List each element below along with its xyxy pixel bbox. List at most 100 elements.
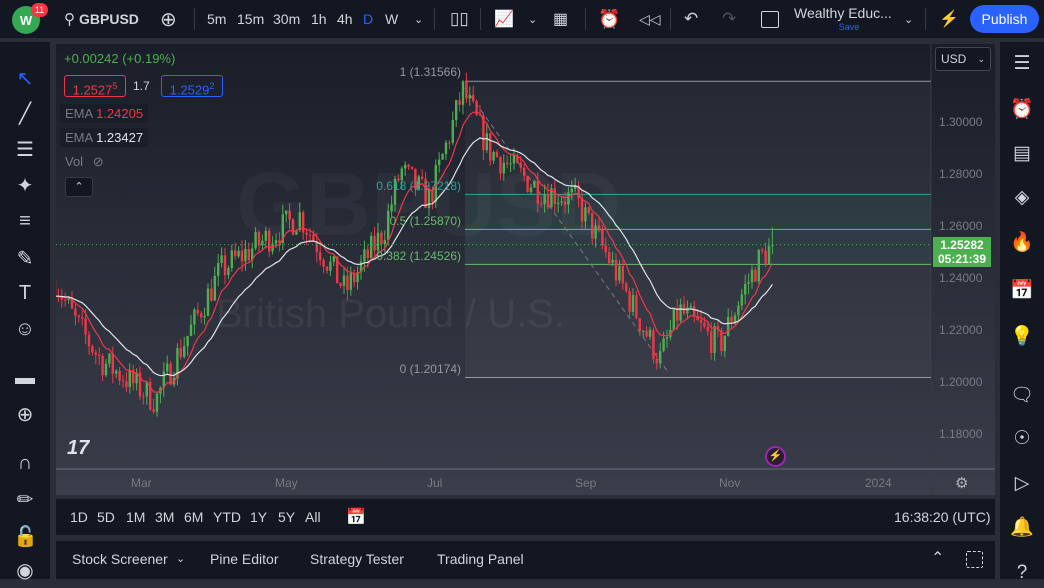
range-3M[interactable]: 3M — [155, 509, 174, 525]
candle-body — [465, 81, 467, 98]
pattern-icon[interactable]: ✦ — [13, 173, 37, 197]
timeframe-30m[interactable]: 30m — [273, 0, 300, 38]
maximize-panel-icon[interactable] — [966, 551, 983, 568]
timeframe-4h[interactable]: 4h — [337, 0, 353, 38]
range-All[interactable]: All — [305, 509, 321, 525]
chart-canvas[interactable] — [56, 44, 995, 495]
candle-body — [210, 288, 212, 300]
redo-icon: ↷ — [722, 0, 736, 38]
range-1Y[interactable]: 1Y — [250, 509, 267, 525]
compare-symbol-button[interactable]: ⊕ — [160, 0, 177, 38]
trend-line-icon[interactable]: ╱ — [13, 101, 37, 125]
ruler-icon[interactable]: ▬ — [13, 367, 37, 391]
save-label[interactable]: Save — [794, 20, 904, 34]
lightning-event-icon[interactable]: ⚡ — [765, 446, 786, 467]
collapse-legend-button[interactable]: ⌃ — [65, 177, 93, 197]
layout-grid-icon[interactable]: ▦ — [553, 0, 568, 38]
candle-body — [710, 331, 712, 353]
fib-retracement-icon[interactable]: ☰ — [13, 137, 37, 161]
range-1M[interactable]: 1M — [126, 509, 145, 525]
chart-pane[interactable]: GBPUSD British Pound / U.S. +0.00242 (+0… — [56, 44, 995, 495]
timeframe-D[interactable]: D — [363, 0, 373, 38]
candle-body — [64, 300, 66, 301]
candle-body — [91, 346, 93, 352]
chat-icon[interactable]: 🗨 — [1009, 383, 1035, 409]
quick-search-icon[interactable]: ⚡ — [939, 0, 959, 38]
currency-select[interactable]: USD⌄ — [935, 47, 991, 71]
symbol-search[interactable]: ⚲GBPUSD — [64, 0, 139, 38]
brush-icon[interactable]: ✎ — [13, 246, 37, 270]
screener-chevron-down-icon[interactable]: ⌄ — [176, 552, 185, 565]
expand-panel-chevron-up-icon[interactable]: ⌃ — [931, 548, 944, 568]
layout-menu-chevron-icon[interactable]: ⌄ — [904, 0, 913, 38]
interval-dropdown-chevron-icon[interactable]: ⌄ — [414, 0, 423, 38]
help-icon[interactable]: ? — [1009, 562, 1035, 588]
notifications-bell-icon[interactable]: 🔔 — [1009, 515, 1035, 541]
drawing-toolbar: ↖ ╱ ☰ ✦ ≡ ✎ T ☺ ▬ ⊕ ∩ ✏ 🔓 ◉ — [0, 42, 50, 579]
chart-settings-icon[interactable]: ⚙ — [955, 474, 968, 492]
volume-legend[interactable]: Vol ⊘ — [60, 152, 109, 172]
bottom-panel-bar: Stock Screener Pine Editor Strategy Tester… — [56, 541, 995, 579]
candle-body — [203, 316, 205, 317]
candle-body — [220, 255, 222, 263]
replay-icon[interactable]: ◁◁ — [639, 0, 661, 38]
candle-body — [343, 275, 345, 285]
watchlist-icon[interactable]: ☰ — [1009, 52, 1035, 78]
range-5D[interactable]: 5D — [97, 509, 115, 525]
panel-tab-trading-panel[interactable]: Trading Panel — [437, 551, 524, 567]
candle-body — [166, 364, 168, 372]
timeframe-15m[interactable]: 15m — [237, 0, 264, 38]
timeframe-1h[interactable]: 1h — [311, 0, 327, 38]
range-6M[interactable]: 6M — [184, 509, 203, 525]
unlock-icon[interactable]: 🔓 — [13, 524, 37, 548]
candle-body — [679, 304, 681, 320]
cursor-arrow-icon[interactable]: ↖ — [13, 66, 37, 90]
magnet-icon[interactable]: ∩ — [13, 452, 37, 476]
publish-button[interactable]: Publish — [970, 5, 1039, 33]
undo-icon[interactable]: ↶ — [684, 0, 698, 38]
indicators-dropdown-icon[interactable]: ⌄ — [528, 0, 537, 38]
candles-chart-type-icon[interactable]: ▯▯ — [450, 0, 469, 38]
time-tick: Jul — [427, 476, 442, 490]
streams-bulb-icon[interactable]: ☉ — [1009, 427, 1035, 453]
eye-visibility-icon[interactable]: ◉ — [13, 558, 37, 582]
candle-body — [452, 120, 454, 143]
eye-hidden-icon[interactable]: ⊘ — [93, 154, 104, 169]
date-range-calendar-icon[interactable]: 📅 — [346, 507, 366, 527]
layers-icon[interactable]: ◈ — [1009, 186, 1035, 212]
candle-body — [156, 394, 158, 412]
alarm-add-icon[interactable]: ⏰ — [598, 0, 620, 38]
range-5Y[interactable]: 5Y — [278, 509, 295, 525]
timeframe-W[interactable]: W — [385, 0, 398, 38]
zoom-in-icon[interactable]: ⊕ — [13, 402, 37, 426]
candle-body — [152, 409, 154, 411]
add-list-icon[interactable]: ▤ — [1009, 142, 1035, 168]
alerts-clock-icon[interactable]: ⏰ — [1009, 97, 1035, 123]
prediction-icon[interactable]: ≡ — [13, 210, 37, 234]
ema-fast-legend[interactable]: EMA 1.24205 — [60, 104, 148, 123]
indicators-icon[interactable]: 📈 — [494, 0, 514, 38]
candle-body — [768, 246, 770, 264]
ema-slow-legend[interactable]: EMA 1.23427 — [60, 128, 148, 147]
candle-body — [105, 364, 107, 376]
clock-readout[interactable]: 16:38:20 (UTC) — [894, 509, 990, 525]
layout-name-button[interactable]: Wealthy Educ... Save — [794, 6, 904, 34]
fullscreen-square-icon[interactable] — [761, 11, 779, 28]
hotlist-fire-icon[interactable]: 🔥 — [1009, 230, 1035, 256]
range-YTD[interactable]: YTD — [213, 509, 241, 525]
timeframe-5m[interactable]: 5m — [207, 0, 226, 38]
emoji-icon[interactable]: ☺ — [13, 318, 37, 342]
candle-body — [632, 295, 634, 312]
buy-price-button[interactable]: 1.25292 — [161, 75, 223, 97]
broadcast-play-icon[interactable]: ▷ — [1009, 472, 1035, 498]
price-tick: 1.24000 — [939, 271, 982, 285]
range-1D[interactable]: 1D — [70, 509, 88, 525]
lock-drawings-pencil-icon[interactable]: ✏ — [13, 487, 37, 511]
sell-price-button[interactable]: 1.25275 — [64, 75, 126, 97]
calendar-icon[interactable]: 📅 — [1009, 278, 1035, 304]
text-icon[interactable]: T — [13, 282, 37, 306]
panel-tab-strategy-tester[interactable]: Strategy Tester — [310, 551, 404, 567]
panel-tab-stock-screener[interactable]: Stock Screener — [72, 551, 168, 567]
ideas-lightbulb-icon[interactable]: 💡 — [1009, 324, 1035, 350]
panel-tab-pine-editor[interactable]: Pine Editor — [210, 551, 278, 567]
